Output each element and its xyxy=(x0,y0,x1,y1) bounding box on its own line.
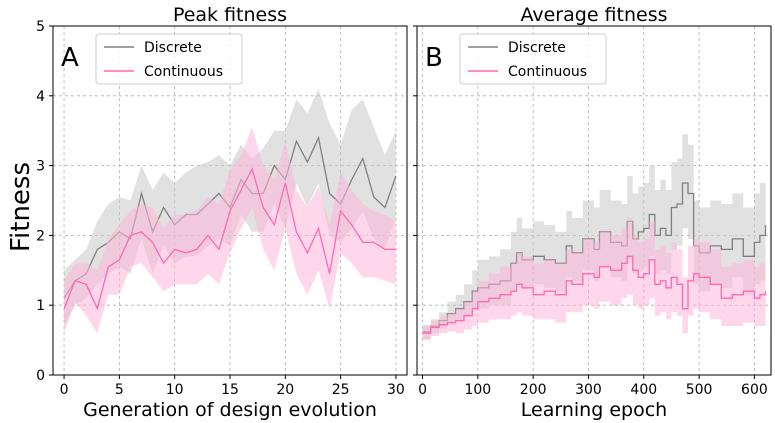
panel-title: Peak fitness xyxy=(173,4,287,26)
x-tick-label: 500 xyxy=(686,382,713,398)
x-tick-label: 200 xyxy=(520,382,547,398)
y-tick-label: 2 xyxy=(36,228,45,244)
x-tick-label: 300 xyxy=(575,382,602,398)
x-axis-label: Generation of design evolution xyxy=(83,399,377,421)
x-tick-label: 0 xyxy=(60,382,69,398)
x-tick-label: 20 xyxy=(276,382,294,398)
x-tick-label: 100 xyxy=(464,382,491,398)
y-tick-label: 0 xyxy=(36,368,45,384)
x-tick-label: 30 xyxy=(387,382,405,398)
x-tick-label: 600 xyxy=(741,382,768,398)
x-tick-label: 400 xyxy=(630,382,657,398)
series-line-continuous xyxy=(63,167,396,311)
y-axis-label: Fitness xyxy=(6,162,36,252)
x-tick-label: 15 xyxy=(221,382,239,398)
panel-average-fitness: 0 100 200 300 400 500 600 Average fitness Learni… xyxy=(413,4,772,421)
plot-frame xyxy=(416,25,772,376)
band-continuous xyxy=(422,217,766,341)
series-line-continuous xyxy=(422,255,767,334)
x-tick-label: 10 xyxy=(166,382,184,398)
legend: Discrete Continuous xyxy=(95,33,243,85)
panel-peak-fitness: 0 5 10 15 20 25 30 0 1 2 3 4 5 Peak fitness Generation… xyxy=(36,4,408,421)
band-continuous xyxy=(64,127,396,334)
legend-label-continuous: Continuous xyxy=(508,64,587,80)
y-tick-label: 4 xyxy=(36,89,45,105)
x-axis-label: Learning epoch xyxy=(521,399,667,421)
y-tick-label: 5 xyxy=(36,19,45,35)
panel-letter: A xyxy=(61,43,79,73)
legend-label-discrete: Discrete xyxy=(508,40,566,56)
legend-label-continuous: Continuous xyxy=(144,64,223,80)
x-tick-label: 0 xyxy=(418,382,427,398)
panel-letter: B xyxy=(425,43,443,73)
x-tick-label: 25 xyxy=(332,382,350,398)
panel-title: Average fitness xyxy=(520,4,667,26)
y-tick-label: 1 xyxy=(36,298,45,314)
legend-label-discrete: Discrete xyxy=(144,40,202,56)
y-tick-label: 3 xyxy=(36,159,45,175)
legend: Discrete Continuous xyxy=(459,33,607,85)
x-tick-label: 5 xyxy=(115,382,124,398)
